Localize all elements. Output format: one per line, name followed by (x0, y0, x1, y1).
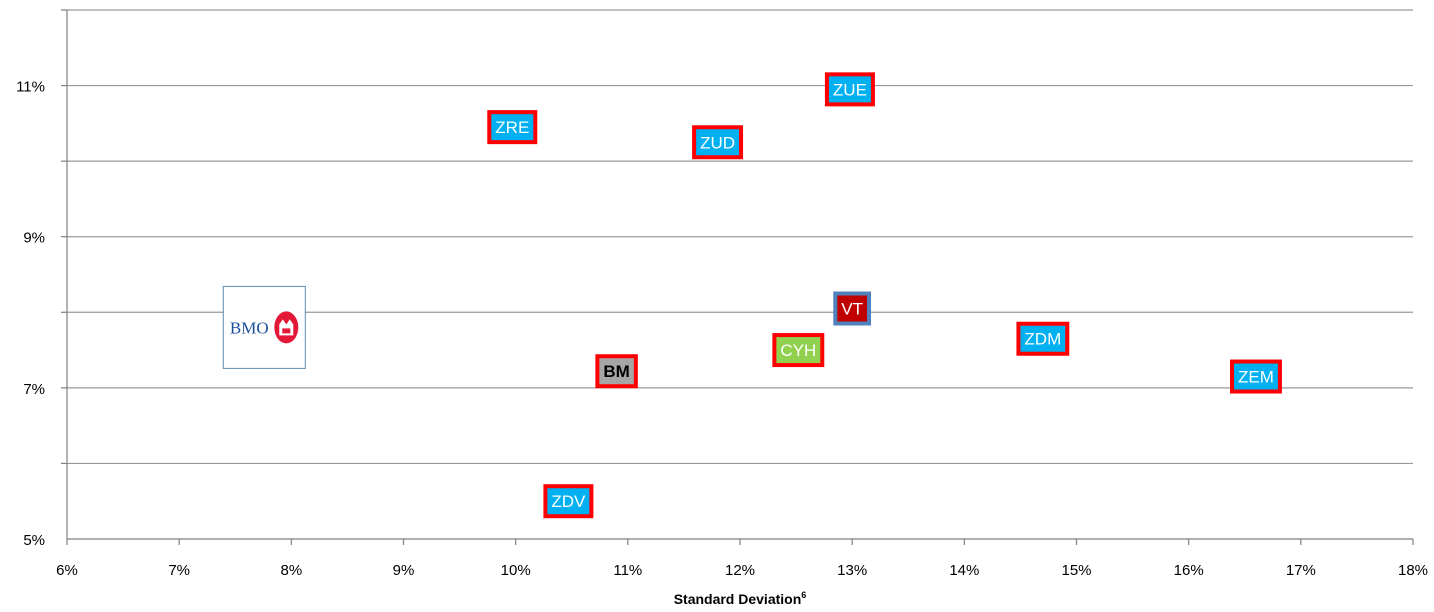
x-axis-title: Standard Deviation6 (674, 590, 807, 607)
x-tick-label: 16% (1174, 562, 1204, 579)
data-label-vt: VT (841, 300, 863, 319)
gridlines (67, 9, 1413, 465)
data-point-bm: BM (595, 354, 638, 389)
x-tick-label: 7% (168, 562, 190, 579)
data-point-zdm: ZDM (1016, 321, 1070, 356)
y-tick-label: 11% (16, 79, 45, 96)
data-label-cyh: CYH (780, 341, 816, 360)
data-point-zue: ZUE (824, 72, 875, 107)
x-tick-label: 6% (56, 562, 78, 579)
data-point-zem: ZEM (1230, 359, 1282, 394)
x-tick-label: 11% (613, 562, 642, 579)
x-tick-label: 12% (725, 562, 755, 579)
bmo-logo: BMO (222, 285, 306, 369)
y-tick-label: 9% (23, 230, 45, 247)
data-point-zdv: ZDV (543, 484, 594, 519)
data-marker-zud (692, 125, 744, 160)
x-tick-label: 8% (280, 562, 302, 579)
x-tick-label: 13% (837, 562, 867, 579)
data-marker-zue (824, 72, 875, 107)
data-marker-zre (487, 110, 538, 145)
data-label-zue: ZUE (833, 80, 867, 99)
x-tick-label: 10% (501, 562, 531, 579)
x-tick-label: 15% (1061, 562, 1091, 579)
data-point-vt: VT (833, 291, 872, 326)
data-points: ZUE ZRE ZUD VT ZDM CYH BM ZEM ZDV (487, 72, 1282, 519)
axes (61, 9, 1414, 545)
data-marker-zdv (543, 484, 594, 519)
data-point-zud: ZUD (692, 125, 744, 160)
data-marker-zem (1230, 359, 1282, 394)
x-tick-label: 18% (1398, 562, 1428, 579)
logo-text: BMO (230, 318, 269, 337)
data-label-zem: ZEM (1238, 368, 1274, 387)
data-marker-cyh (772, 333, 825, 368)
data-label-zre: ZRE (495, 118, 529, 137)
y-tick-label: 5% (23, 532, 45, 549)
x-tick-label: 9% (393, 562, 415, 579)
data-marker-bm (595, 354, 638, 389)
data-point-cyh: CYH (772, 333, 825, 368)
logo-m-cutout (282, 328, 291, 334)
y-tick-label: 7% (23, 381, 45, 398)
data-label-zdm: ZDM (1024, 330, 1061, 349)
x-tick-label: 14% (949, 562, 979, 579)
data-label-zdv: ZDV (551, 492, 586, 511)
data-label-zud: ZUD (700, 133, 735, 152)
data-label-bm: BM (603, 362, 629, 381)
data-point-zre: ZRE (487, 110, 538, 145)
data-marker-zdm (1016, 321, 1070, 356)
data-marker-vt (833, 291, 872, 326)
tick-labels: 6% 7% 8% 9% 10% 11% 12% 13% 14% 15% 16% 17% 18% 5% 7% 9… (16, 79, 1428, 579)
x-tick-label: 17% (1286, 562, 1316, 579)
